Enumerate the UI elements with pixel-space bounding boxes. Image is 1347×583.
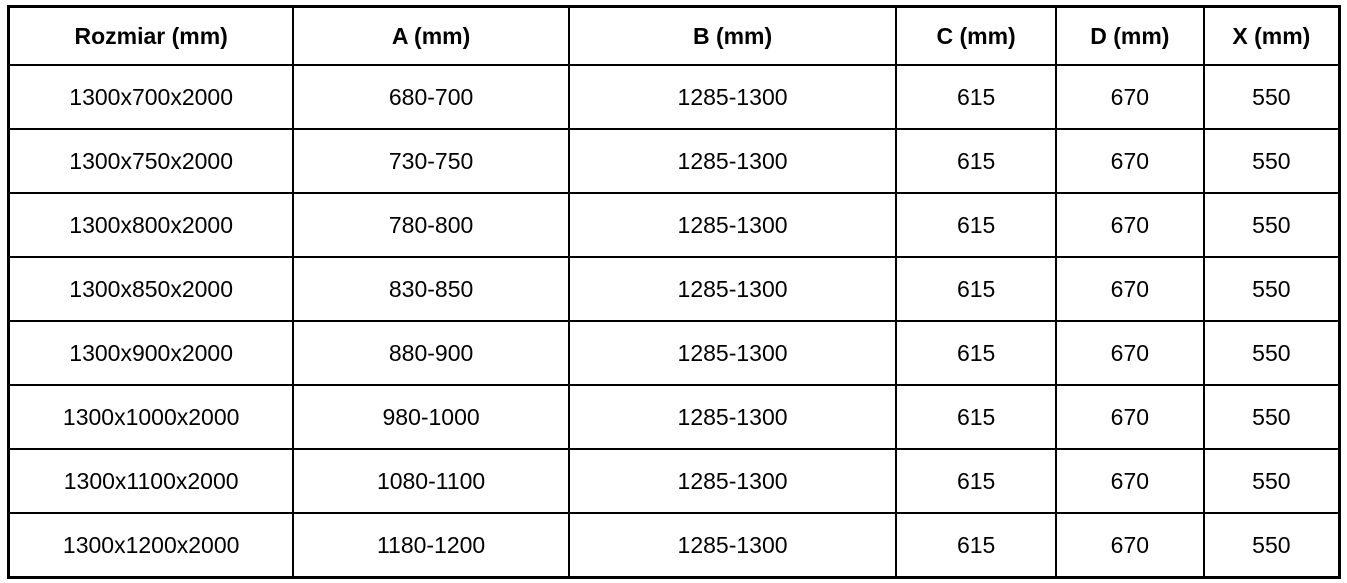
column-header: B (mm) [567, 5, 898, 66]
table-cell: 1300x850x2000 [7, 256, 295, 322]
table-cell: 1285-1300 [567, 64, 898, 130]
table-cell: 1285-1300 [567, 512, 898, 579]
table-cell: 550 [1202, 192, 1341, 258]
table-cell: 670 [1054, 384, 1205, 450]
table-cell: 880-900 [292, 320, 570, 386]
table-cell: 550 [1202, 256, 1341, 322]
table-cell: 550 [1202, 64, 1341, 130]
table-cell: 1300x900x2000 [7, 320, 295, 386]
table-cell: 670 [1054, 64, 1205, 130]
table-cell: 550 [1202, 448, 1341, 514]
table-cell: 615 [895, 384, 1057, 450]
table-head: Rozmiar (mm) A (mm) B (mm) C (mm) D (mm) X (m… [7, 5, 1341, 66]
table-cell: 550 [1202, 384, 1341, 450]
table-cell: 780-800 [292, 192, 570, 258]
table-cell: 550 [1202, 128, 1341, 194]
table-cell: 1300x1200x2000 [7, 512, 295, 579]
table-row: 1300x850x2000 830-850 1285-1300 615 670 550 [7, 256, 1341, 322]
table-cell: 1300x750x2000 [7, 128, 295, 194]
table-cell: 1300x800x2000 [7, 192, 295, 258]
table-cell: 670 [1054, 320, 1205, 386]
table-cell: 670 [1054, 448, 1205, 514]
table-row: 1300x1100x2000 1080-1100 1285-1300 615 670 55… [7, 448, 1341, 514]
table-row: 1300x700x2000 680-700 1285-1300 615 670 550 [7, 64, 1341, 130]
table-cell: 1285-1300 [567, 192, 898, 258]
column-header: X (mm) [1202, 5, 1341, 66]
table-cell: 670 [1054, 128, 1205, 194]
table-row: 1300x900x2000 880-900 1285-1300 615 670 550 [7, 320, 1341, 386]
table-body: 1300x700x2000 680-700 1285-1300 615 670 550 13… [7, 64, 1341, 579]
header-row: Rozmiar (mm) A (mm) B (mm) C (mm) D (mm) X (m… [7, 5, 1341, 66]
table-cell: 980-1000 [292, 384, 570, 450]
table-cell: 1285-1300 [567, 384, 898, 450]
table-cell: 1285-1300 [567, 320, 898, 386]
table-cell: 670 [1054, 192, 1205, 258]
table-cell: 1285-1300 [567, 128, 898, 194]
table-cell: 615 [895, 256, 1057, 322]
column-header: Rozmiar (mm) [7, 5, 295, 66]
table-cell: 550 [1202, 512, 1341, 579]
table-cell: 550 [1202, 320, 1341, 386]
column-header: C (mm) [895, 5, 1057, 66]
table-row: 1300x750x2000 730-750 1285-1300 615 670 550 [7, 128, 1341, 194]
table-cell: 1080-1100 [292, 448, 570, 514]
table-cell: 680-700 [292, 64, 570, 130]
size-table: Rozmiar (mm) A (mm) B (mm) C (mm) D (mm) X (m… [7, 5, 1341, 579]
table-cell: 670 [1054, 512, 1205, 579]
table-cell: 1300x1000x2000 [7, 384, 295, 450]
column-header: D (mm) [1054, 5, 1205, 66]
table-cell: 615 [895, 128, 1057, 194]
table-cell: 1300x1100x2000 [7, 448, 295, 514]
table-cell: 670 [1054, 256, 1205, 322]
table-cell: 1285-1300 [567, 256, 898, 322]
table-row: 1300x1000x2000 980-1000 1285-1300 615 670 550 [7, 384, 1341, 450]
table-cell: 615 [895, 64, 1057, 130]
table-cell: 615 [895, 448, 1057, 514]
table-cell: 615 [895, 320, 1057, 386]
table-row: 1300x1200x2000 1180-1200 1285-1300 615 670 55… [7, 512, 1341, 579]
table-cell: 1180-1200 [292, 512, 570, 579]
table-cell: 615 [895, 512, 1057, 579]
table-row: 1300x800x2000 780-800 1285-1300 615 670 550 [7, 192, 1341, 258]
table-cell: 730-750 [292, 128, 570, 194]
column-header: A (mm) [292, 5, 570, 66]
table-cell: 1285-1300 [567, 448, 898, 514]
table-cell: 1300x700x2000 [7, 64, 295, 130]
table-cell: 615 [895, 192, 1057, 258]
table-cell: 830-850 [292, 256, 570, 322]
